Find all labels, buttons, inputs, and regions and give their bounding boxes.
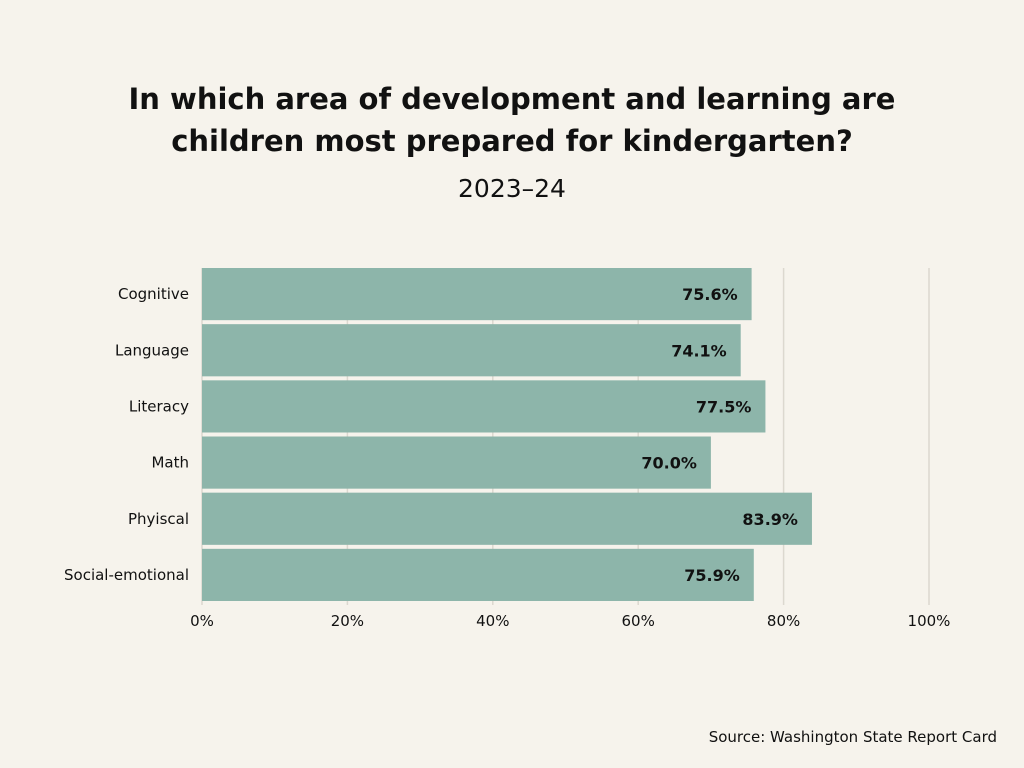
chart-title: In which area of development and learnin… bbox=[0, 78, 1024, 162]
data-label: 74.1% bbox=[671, 341, 727, 360]
bar bbox=[202, 380, 766, 433]
bar bbox=[202, 324, 741, 377]
category-label: Literacy bbox=[129, 397, 189, 415]
data-label: 83.9% bbox=[742, 510, 798, 529]
x-tick-label: 100% bbox=[908, 612, 951, 630]
chart-title-line-1: In which area of development and learnin… bbox=[128, 82, 896, 116]
bar bbox=[202, 548, 754, 601]
category-label: Phyiscal bbox=[128, 510, 189, 528]
x-tick-label: 80% bbox=[767, 612, 800, 630]
category-labels: Cognitive Language Literacy Math Phyiscal Soc… bbox=[64, 285, 189, 584]
x-tick-label: 20% bbox=[331, 612, 364, 630]
chart-title-line-2: children most prepared for kindergarten? bbox=[171, 124, 853, 158]
category-label: Math bbox=[151, 454, 189, 472]
data-label: 75.6% bbox=[682, 285, 738, 304]
data-label: 77.5% bbox=[696, 397, 752, 416]
data-label: 75.9% bbox=[684, 566, 740, 585]
category-label: Language bbox=[115, 341, 189, 359]
bar bbox=[202, 436, 711, 489]
x-tick-label: 60% bbox=[622, 612, 655, 630]
x-tick-labels: 0% 20% 40% 60% 80% 100% bbox=[190, 612, 950, 630]
bar bbox=[202, 268, 752, 321]
bars: 75.6% 74.1% 77.5% 70.0% 83.9% 75.9% bbox=[202, 268, 812, 601]
data-label: 70.0% bbox=[641, 454, 697, 473]
category-label: Cognitive bbox=[118, 285, 189, 303]
bar bbox=[202, 492, 812, 545]
x-tick-label: 0% bbox=[190, 612, 214, 630]
category-label: Social-emotional bbox=[64, 566, 189, 584]
chart-subtitle: 2023–24 bbox=[458, 174, 566, 203]
x-tick-label: 40% bbox=[476, 612, 509, 630]
source-note: Source: Washington State Report Card bbox=[708, 728, 997, 746]
